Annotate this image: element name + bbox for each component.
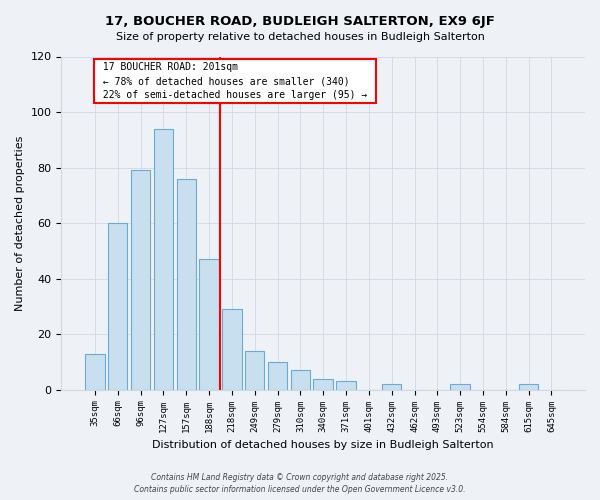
Text: 17 BOUCHER ROAD: 201sqm
 ← 78% of detached houses are smaller (340)
 22% of semi: 17 BOUCHER ROAD: 201sqm ← 78% of detache… [97,62,373,100]
Text: 17, BOUCHER ROAD, BUDLEIGH SALTERTON, EX9 6JF: 17, BOUCHER ROAD, BUDLEIGH SALTERTON, EX… [105,15,495,28]
Bar [268,362,287,390]
Bar [176,178,196,390]
Text: Size of property relative to detached houses in Budleigh Salterton: Size of property relative to detached ho… [116,32,484,42]
Bar [199,259,219,390]
Bar [313,378,333,390]
Bar [85,354,104,390]
Bar [245,351,265,390]
X-axis label: Distribution of detached houses by size in Budleigh Salterton: Distribution of detached houses by size … [152,440,494,450]
Bar [154,128,173,390]
Bar [222,309,242,390]
Bar [382,384,401,390]
Bar [108,223,127,390]
Text: Contains HM Land Registry data © Crown copyright and database right 2025.
Contai: Contains HM Land Registry data © Crown c… [134,473,466,494]
Bar [519,384,538,390]
Y-axis label: Number of detached properties: Number of detached properties [15,136,25,311]
Bar [131,170,150,390]
Bar [290,370,310,390]
Bar [337,382,356,390]
Bar [451,384,470,390]
